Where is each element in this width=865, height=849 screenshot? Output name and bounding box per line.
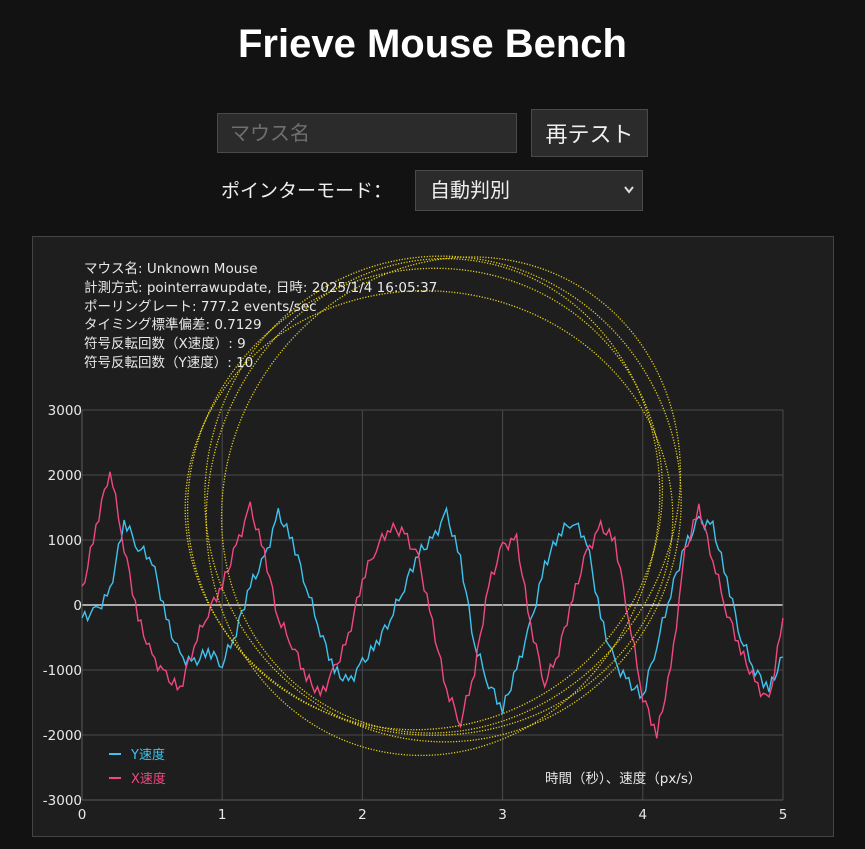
x-tick-label: 3	[498, 807, 507, 823]
pointer-mode-value: 自動判別	[430, 178, 510, 202]
y-tick-label: -3000	[43, 793, 82, 809]
pointer-mode-select[interactable]: 自動判別	[415, 170, 643, 211]
y-tick-label: -2000	[43, 728, 82, 744]
trail-loop	[220, 256, 682, 734]
x-tick-label: 4	[639, 807, 648, 823]
info-sign-flip-y: 符号反転回数（Y速度）: 10	[84, 354, 254, 371]
info-polling-rate: ポーリングレート: 777.2 events/sec	[84, 298, 317, 315]
x-tick-label: 5	[779, 807, 788, 823]
x-tick-label: 2	[358, 807, 367, 823]
pointer-mode-label: ポインターモード：	[221, 180, 393, 202]
info-sign-flip-x: 符号反転回数（X速度）: 9	[84, 336, 246, 353]
chart-panel[interactable]: 3000 2000 1000 0 -1000 -2000 -3000 0 1 2 3 4 5 Y速度 X…	[32, 236, 834, 837]
page-title: Frieve Mouse Bench	[237, 22, 627, 66]
info-method: 計測方式: pointerrawupdate, 日時: 2025/1/4 16:…	[84, 279, 438, 296]
measurement-info: マウス名: Unknown Mouse 計測方式: pointerrawupda…	[84, 260, 437, 373]
x-tick-label: 1	[218, 807, 227, 823]
legend-label-x: X速度	[131, 771, 166, 787]
legend: Y速度 X速度	[109, 747, 166, 787]
x-speed-line	[81, 471, 784, 739]
series	[81, 471, 784, 739]
x-axis-label: 時間（秒）、速度（px/s）	[545, 771, 701, 787]
y-tick-label: 3000	[48, 403, 82, 419]
info-mouse-name: マウス名: Unknown Mouse	[84, 261, 258, 277]
legend-label-y: Y速度	[130, 747, 165, 763]
info-timing-std: タイミング標準偏差: 0.7129	[84, 317, 262, 334]
trail-loop	[205, 257, 661, 757]
y-tick-label: -1000	[43, 663, 82, 679]
mouse-name-input[interactable]	[217, 113, 517, 153]
grid	[81, 409, 784, 801]
retest-button[interactable]: 再テスト	[531, 109, 648, 157]
y-tick-label: 2000	[48, 468, 82, 484]
y-tick-label: 0	[73, 598, 82, 614]
x-tick-label: 0	[78, 807, 87, 823]
chevron-down-icon	[622, 171, 636, 226]
trail-loop	[184, 290, 674, 736]
y-speed-line	[81, 505, 784, 714]
y-tick-label: 1000	[48, 533, 82, 549]
